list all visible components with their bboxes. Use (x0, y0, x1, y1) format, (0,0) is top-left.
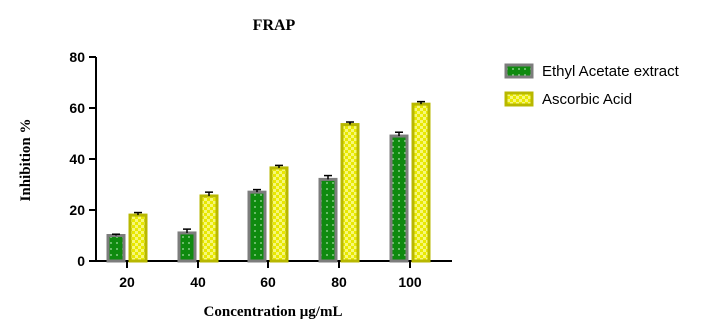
bar-ethyl-acetate (318, 177, 338, 263)
y-tick-label: 20 (69, 202, 85, 218)
bar-ethyl-acetate (177, 231, 197, 263)
y-tick-label: 40 (69, 151, 85, 167)
bar-ascorbic-acid (411, 102, 431, 263)
x-axis-title: Concentration μg/mL (204, 304, 343, 320)
bar-ascorbic-acid (199, 194, 219, 263)
legend: Ethyl Acetate extract Ascorbic Acid (504, 63, 680, 108)
x-tick-label: 20 (119, 274, 135, 290)
bar-ascorbic-acid (340, 123, 360, 263)
plot-area: 0 20 40 60 80 20 40 60 80 100 (69, 49, 452, 290)
x-tick-label: 60 (260, 274, 276, 290)
x-tick-label: 40 (190, 274, 206, 290)
legend-label-ascorbic-acid: Ascorbic Acid (542, 91, 632, 108)
y-tick-label: 80 (69, 49, 85, 65)
bar-ethyl-acetate (106, 234, 126, 263)
legend-swatch-ascorbic-acid (504, 91, 534, 107)
x-tick-label: 100 (398, 274, 422, 290)
chart-title: FRAP (253, 17, 296, 34)
bar-ascorbic-acid (128, 213, 148, 263)
y-tick-label: 0 (77, 253, 85, 269)
y-axis-title: Inhibition % (18, 119, 34, 202)
bar-ethyl-acetate (389, 134, 409, 263)
legend-swatch-ethyl-acetate (504, 63, 534, 79)
legend-label-ethyl-acetate: Ethyl Acetate extract (542, 63, 680, 80)
bar-ethyl-acetate (247, 190, 267, 263)
x-tick-label: 80 (331, 274, 347, 290)
y-tick-label: 60 (69, 100, 85, 116)
bar-ascorbic-acid (269, 166, 289, 263)
